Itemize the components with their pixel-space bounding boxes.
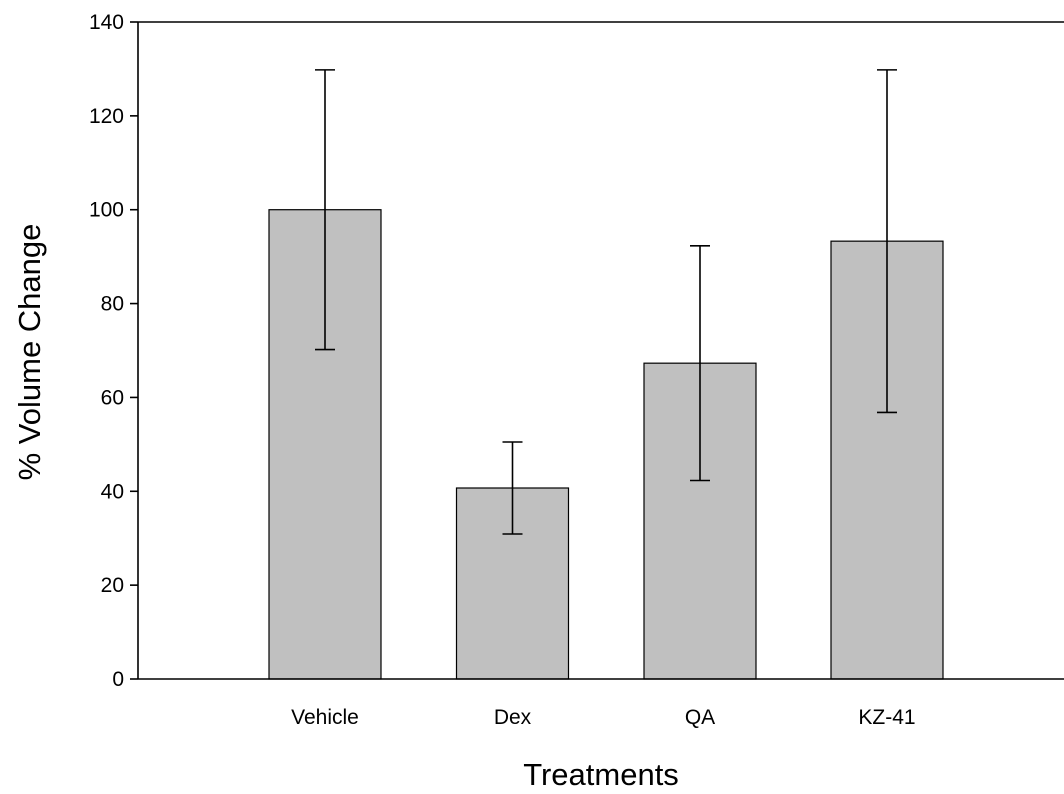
y-tick-label: 40 <box>101 480 124 503</box>
error-bar-vehicle <box>315 69 335 351</box>
x-tick-label: KZ-41 <box>858 706 915 729</box>
axes-group <box>137 21 1064 680</box>
x-axis-title: Treatments <box>523 757 679 792</box>
y-tick-label: 80 <box>101 293 124 316</box>
x-tick-labels-group: Vehicle Dex QA KZ-41 <box>291 706 915 729</box>
y-tick-label: 20 <box>101 574 124 597</box>
y-axis-title: % Volume Change <box>12 224 47 481</box>
y-tick-label: 100 <box>89 199 124 222</box>
x-tick-label: Vehicle <box>291 706 359 729</box>
x-tick-label: QA <box>685 706 715 729</box>
error-bar-kz-41 <box>877 69 897 414</box>
x-tick-label: Dex <box>494 706 532 729</box>
error-bar-qa <box>690 245 710 482</box>
y-tick-label: 140 <box>89 11 124 34</box>
bars-group <box>268 209 944 680</box>
error-bars-group <box>315 69 897 535</box>
y-ticks-group: 0 20 40 60 80 100 120 140 <box>89 11 138 691</box>
y-tick-label: 60 <box>101 386 124 409</box>
error-bar-dex <box>502 441 523 535</box>
y-tick-label: 0 <box>112 668 124 691</box>
y-tick-label: 120 <box>89 105 124 128</box>
